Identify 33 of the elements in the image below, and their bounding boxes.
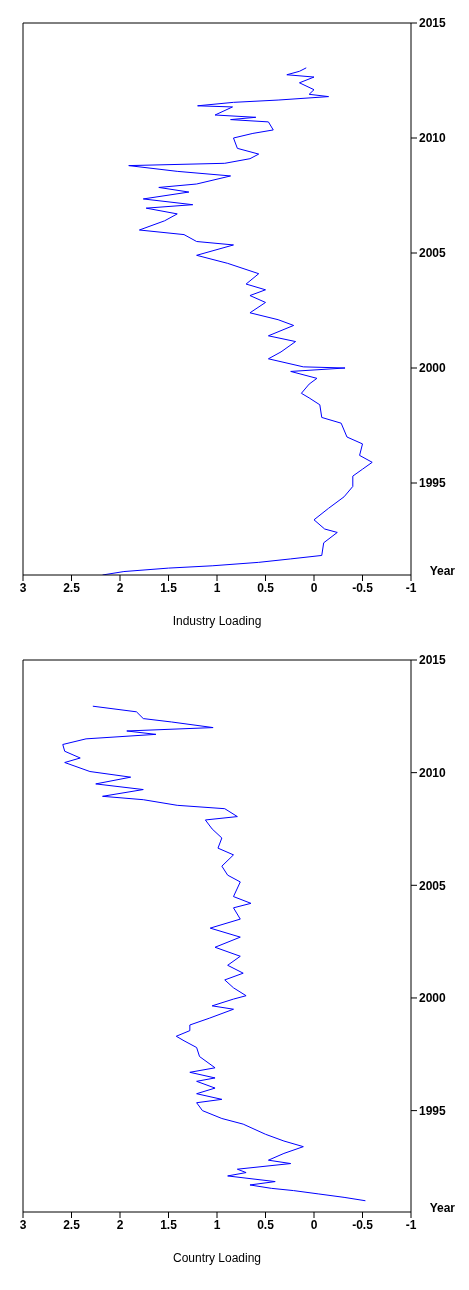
x-tick-label: 3 bbox=[19, 1217, 27, 1232]
x-tick-label: -0.5 bbox=[352, 1217, 374, 1232]
x-tick-label: 1 bbox=[213, 1217, 221, 1232]
x-tick-label: -1 bbox=[405, 1217, 417, 1232]
y-tick-label: 2015 bbox=[419, 16, 447, 31]
x-axis-title: Country Loading bbox=[172, 1251, 262, 1265]
y-tick-label: 1995 bbox=[419, 476, 447, 491]
x-tick-label: 1 bbox=[213, 580, 221, 595]
x-tick-label: 0.5 bbox=[257, 1217, 275, 1232]
y-tick-label: 2010 bbox=[419, 765, 447, 780]
x-tick-label: -0.5 bbox=[352, 580, 374, 595]
x-tick-label: 0.5 bbox=[257, 580, 275, 595]
x-tick-label: 1.5 bbox=[160, 1217, 178, 1232]
x-tick-label: 1.5 bbox=[160, 580, 178, 595]
x-tick-label: 0 bbox=[310, 1217, 318, 1232]
x-tick-label: 3 bbox=[19, 580, 27, 595]
y-tick-label: 2010 bbox=[419, 131, 447, 146]
x-tick-label: 0 bbox=[310, 580, 318, 595]
y-tick-label: 2000 bbox=[419, 361, 447, 376]
y-tick-label: 2000 bbox=[419, 991, 447, 1006]
y-tick-label: 1995 bbox=[419, 1103, 447, 1118]
y-tick-label: 2005 bbox=[419, 878, 447, 893]
x-tick-label: -1 bbox=[405, 580, 417, 595]
x-tick-label: 2.5 bbox=[63, 1217, 81, 1232]
y-tick-label: 2015 bbox=[419, 653, 447, 668]
x-axis-title: Industry Loading bbox=[172, 614, 262, 628]
x-tick-label: 2 bbox=[116, 580, 124, 595]
y-axis-title: Year bbox=[429, 564, 456, 578]
y-axis-title: Year bbox=[429, 1201, 456, 1215]
x-tick-label: 2 bbox=[116, 1217, 124, 1232]
line-series bbox=[62, 705, 366, 1202]
x-tick-label: 2.5 bbox=[63, 580, 81, 595]
y-tick-label: 2005 bbox=[419, 246, 447, 261]
